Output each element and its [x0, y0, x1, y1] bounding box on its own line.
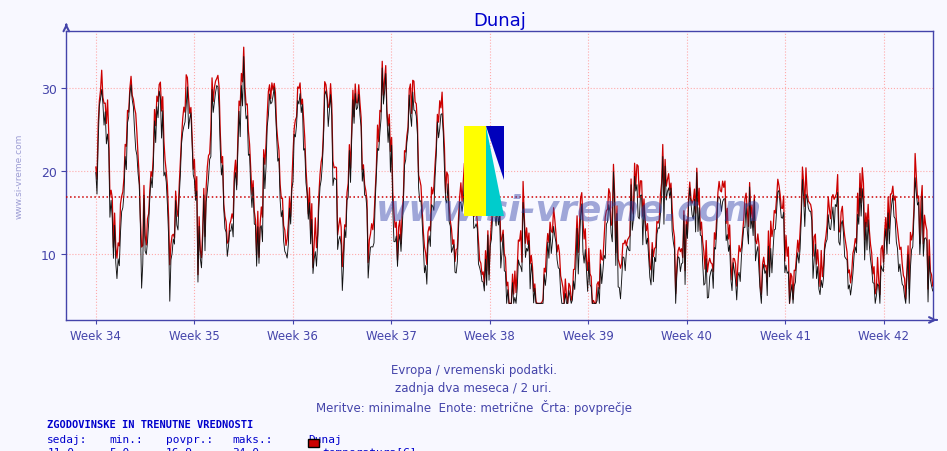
Text: 5,0: 5,0	[109, 447, 129, 451]
Text: Meritve: minimalne  Enote: metrične  Črta: povprečje: Meritve: minimalne Enote: metrične Črta:…	[315, 399, 632, 414]
Bar	[464, 126, 486, 216]
Text: zadnja dva meseca / 2 uri.: zadnja dva meseca / 2 uri.	[395, 381, 552, 394]
Polygon shape	[486, 126, 504, 216]
Text: maks.:: maks.:	[232, 434, 273, 444]
Text: ZGODOVINSKE IN TRENUTNE VREDNOSTI: ZGODOVINSKE IN TRENUTNE VREDNOSTI	[47, 419, 254, 429]
Text: 11,0: 11,0	[47, 447, 75, 451]
Text: Dunaj: Dunaj	[308, 434, 342, 444]
Text: www.si-vreme.com: www.si-vreme.com	[14, 133, 23, 218]
Text: povpr.:: povpr.:	[166, 434, 213, 444]
Text: sedaj:: sedaj:	[47, 434, 88, 444]
Text: www.si-vreme.com: www.si-vreme.com	[376, 193, 762, 227]
Text: min.:: min.:	[109, 434, 143, 444]
Text: temperatura[C]: temperatura[C]	[322, 447, 417, 451]
Polygon shape	[486, 126, 504, 180]
Text: 34,0: 34,0	[232, 447, 259, 451]
Text: 16,9: 16,9	[166, 447, 193, 451]
Title: Dunaj: Dunaj	[474, 12, 526, 30]
Text: Evropa / vremenski podatki.: Evropa / vremenski podatki.	[390, 363, 557, 376]
